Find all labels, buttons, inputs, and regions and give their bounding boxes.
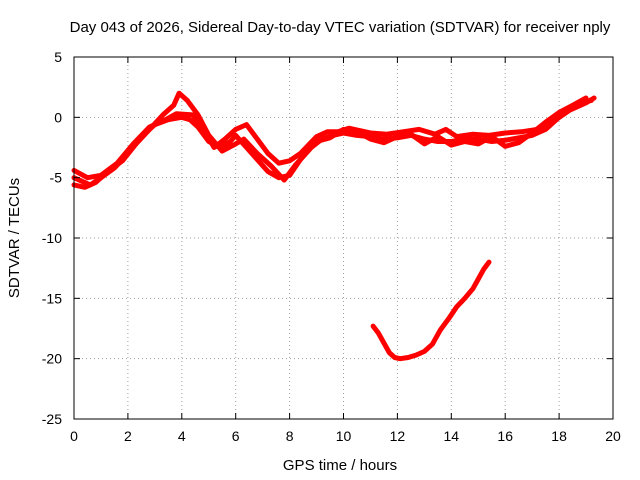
y-tick-label: 0	[54, 109, 62, 125]
x-tick-label: 0	[70, 428, 78, 444]
x-tick-label: 2	[124, 428, 132, 444]
x-tick-label: 8	[286, 428, 294, 444]
y-tick-label: -15	[42, 290, 62, 306]
y-tick-label: -10	[42, 230, 62, 246]
data-series	[71, 90, 597, 362]
y-axis-label: SDTVAR / TECUs	[6, 178, 23, 298]
x-tick-label: 10	[336, 428, 352, 444]
y-tick-label: -20	[42, 351, 62, 367]
series-line-third	[71, 95, 597, 181]
series-line-low-arc	[370, 259, 492, 362]
x-tick-label: 4	[178, 428, 186, 444]
x-axis-ticks: 0 2 4 6 8 10 12 14 16 18 20	[70, 57, 621, 444]
series-line-offset	[71, 90, 589, 190]
y-tick-label: 5	[54, 49, 62, 65]
x-tick-label: 12	[390, 428, 406, 444]
x-tick-label: 18	[551, 428, 567, 444]
x-tick-label: 20	[605, 428, 621, 444]
x-tick-label: 14	[444, 428, 460, 444]
x-tick-label: 16	[497, 428, 513, 444]
x-tick-label: 6	[232, 428, 240, 444]
y-axis-ticks: 5 0 -5 -10 -15 -20 -25	[42, 49, 613, 427]
y-tick-label: -25	[42, 411, 62, 427]
chart-title: Day 043 of 2026, Sidereal Day-to-day VTE…	[70, 19, 611, 36]
x-axis-label: GPS time / hours	[283, 457, 397, 474]
y-tick-label: -5	[50, 170, 63, 186]
